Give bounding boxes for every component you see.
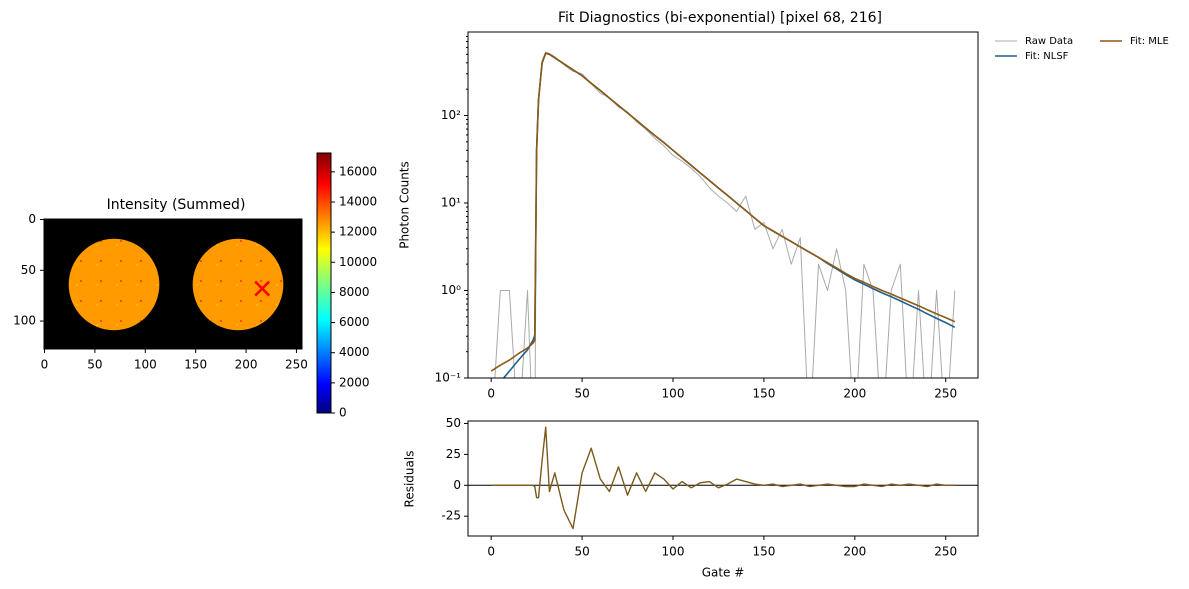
- series-line: [494, 51, 956, 378]
- series-line: [502, 52, 956, 378]
- x-tick-label: 250: [934, 545, 957, 559]
- y-tick-label: 50: [446, 416, 461, 430]
- x-tick-label: 250: [285, 358, 308, 372]
- legend-label: Raw Data: [1025, 36, 1073, 47]
- x-tick-label: 200: [235, 358, 258, 372]
- colorbar-tick-label: 16000: [339, 164, 377, 178]
- x-tick-label: 150: [752, 387, 775, 401]
- x-tick-label: 50: [87, 358, 102, 372]
- x-tick-label: 100: [662, 545, 685, 559]
- x-tick-label: 200: [843, 545, 866, 559]
- colorbar-tick-label: 2000: [339, 375, 370, 389]
- series-line: [491, 426, 955, 530]
- x-axis-label: Gate #: [702, 566, 745, 580]
- plot-area: [490, 51, 956, 378]
- x-tick-label: 250: [934, 387, 957, 401]
- y-tick-label: 50: [21, 263, 36, 277]
- x-tick-label: 100: [134, 358, 157, 372]
- x-tick-label: 0: [41, 358, 49, 372]
- x-tick-label: 150: [184, 358, 207, 372]
- x-tick-label: 0: [487, 387, 495, 401]
- legend-label: Fit: NLSF: [1025, 51, 1069, 62]
- intensity-disk: [192, 238, 284, 331]
- intensity-disk: [68, 238, 160, 331]
- image-title: Intensity (Summed): [107, 197, 246, 213]
- y-tick-label: 25: [446, 447, 461, 461]
- x-tick-label: 200: [843, 387, 866, 401]
- plot-area: [468, 426, 978, 530]
- y-tick-label: 0: [28, 212, 36, 226]
- y-tick-label: 10⁰: [441, 283, 461, 297]
- y-axis-label: Photon Counts: [398, 161, 412, 249]
- y-tick-label: 10¹: [441, 195, 461, 209]
- y-tick-label: 100: [13, 314, 36, 328]
- colorbar-tick-label: 10000: [339, 255, 377, 269]
- chart-title: Fit Diagnostics (bi-exponential) [pixel …: [558, 10, 882, 26]
- colorbar-tick-label: 14000: [339, 194, 377, 208]
- y-tick-label: 0: [453, 478, 461, 492]
- legend-label: Fit: MLE: [1130, 36, 1169, 47]
- x-tick-label: 100: [662, 387, 685, 401]
- y-axis-label: Residuals: [403, 451, 417, 508]
- series-line: [490, 52, 956, 372]
- colorbar-tick-label: 0: [339, 406, 347, 420]
- x-tick-label: 150: [752, 545, 775, 559]
- x-tick-label: 0: [487, 545, 495, 559]
- x-tick-label: 50: [574, 545, 589, 559]
- x-tick-label: 50: [574, 387, 589, 401]
- axes-frame: [467, 420, 979, 537]
- colorbar-tick-label: 6000: [339, 315, 370, 329]
- colorbar: [316, 152, 332, 414]
- colorbar-tick-label: 12000: [339, 225, 377, 239]
- y-tick-label: -25: [441, 509, 461, 523]
- axes-frame: [467, 31, 979, 379]
- y-tick-label: 10²: [441, 108, 461, 122]
- y-tick-label: 10⁻¹: [435, 371, 462, 385]
- image-frame: [43, 218, 303, 350]
- colorbar-tick-label: 4000: [339, 345, 370, 359]
- pixel-marker: [254, 280, 271, 297]
- colorbar-tick-label: 8000: [339, 285, 370, 299]
